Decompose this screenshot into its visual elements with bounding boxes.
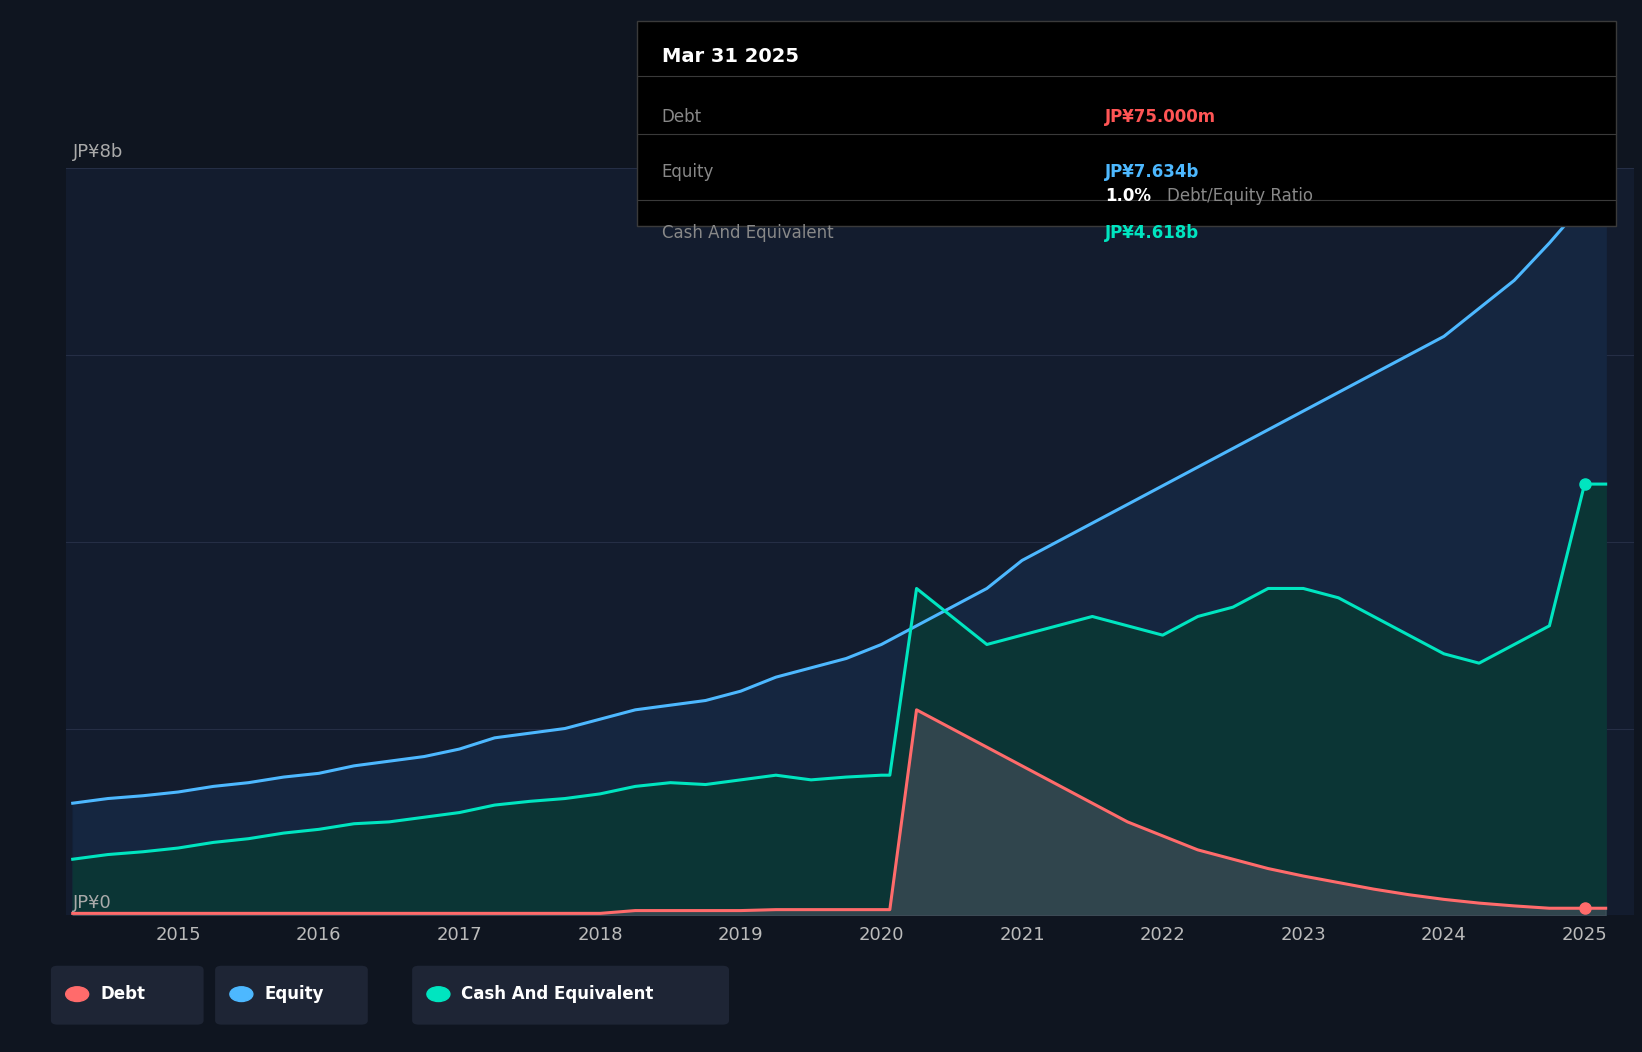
Text: Debt/Equity Ratio: Debt/Equity Ratio <box>1167 187 1314 205</box>
Text: Cash And Equivalent: Cash And Equivalent <box>461 985 654 1004</box>
Text: JP¥7.634b: JP¥7.634b <box>1105 163 1199 181</box>
Text: JP¥4.618b: JP¥4.618b <box>1105 224 1199 242</box>
Text: JP¥0: JP¥0 <box>72 893 112 911</box>
Text: Equity: Equity <box>264 985 323 1004</box>
Text: 1.0%: 1.0% <box>1105 187 1151 205</box>
Text: JP¥8b: JP¥8b <box>72 143 123 161</box>
Text: Equity: Equity <box>662 163 714 181</box>
Text: JP¥75.000m: JP¥75.000m <box>1105 108 1217 126</box>
Text: Mar 31 2025: Mar 31 2025 <box>662 47 798 66</box>
Text: Debt: Debt <box>100 985 144 1004</box>
Text: Cash And Equivalent: Cash And Equivalent <box>662 224 834 242</box>
Text: Debt: Debt <box>662 108 701 126</box>
